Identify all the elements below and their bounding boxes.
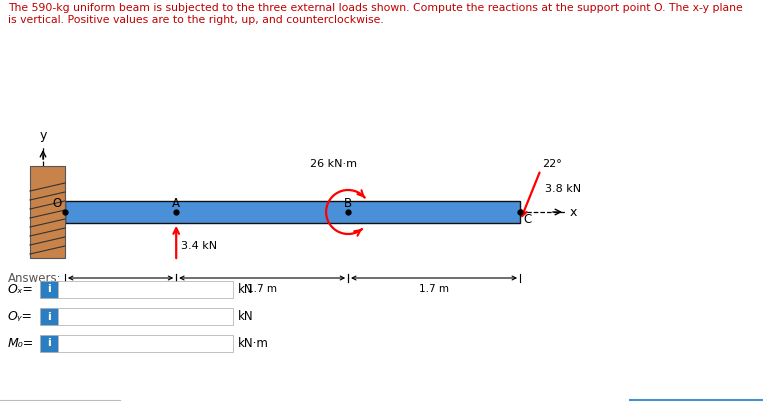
Text: 3.4 kN: 3.4 kN	[181, 241, 217, 251]
Text: 1.7 m: 1.7 m	[247, 284, 277, 294]
Text: The 590-kg uniform beam is subjected to the three external loads shown. Compute : The 590-kg uniform beam is subjected to …	[8, 3, 742, 13]
Bar	[40, 335, 58, 352]
Text: kN·m: kN·m	[238, 337, 269, 350]
Text: kN: kN	[238, 310, 253, 323]
Text: O: O	[53, 197, 62, 210]
Text: i: i	[47, 284, 51, 294]
Text: Answers:: Answers:	[8, 272, 62, 285]
Text: i: i	[47, 311, 51, 322]
Bar	[58, 281, 233, 298]
Bar	[58, 308, 233, 325]
Bar	[65, 201, 520, 223]
Text: 1.7 m: 1.7 m	[419, 284, 449, 294]
Bar	[30, 166, 65, 258]
Text: Oᵧ=: Oᵧ=	[8, 310, 33, 323]
Text: y: y	[40, 129, 47, 142]
Text: M₀=: M₀=	[8, 337, 34, 350]
Text: 1.1 m: 1.1 m	[105, 284, 136, 294]
Text: x: x	[570, 205, 578, 219]
Bar	[40, 308, 58, 325]
Text: 3.8 kN: 3.8 kN	[545, 184, 581, 194]
Text: B: B	[344, 197, 353, 210]
Bar	[58, 335, 233, 352]
Text: kN: kN	[238, 283, 253, 296]
Text: A: A	[172, 197, 180, 210]
Bar	[40, 281, 58, 298]
Text: i: i	[47, 339, 51, 348]
Text: C: C	[523, 213, 531, 226]
Text: is vertical. Positive values are to the right, up, and counterclockwise.: is vertical. Positive values are to the …	[8, 15, 384, 25]
Text: Oₓ=: Oₓ=	[8, 283, 34, 296]
Text: 26 kN·m: 26 kN·m	[310, 159, 357, 169]
Text: 22°: 22°	[542, 159, 562, 169]
